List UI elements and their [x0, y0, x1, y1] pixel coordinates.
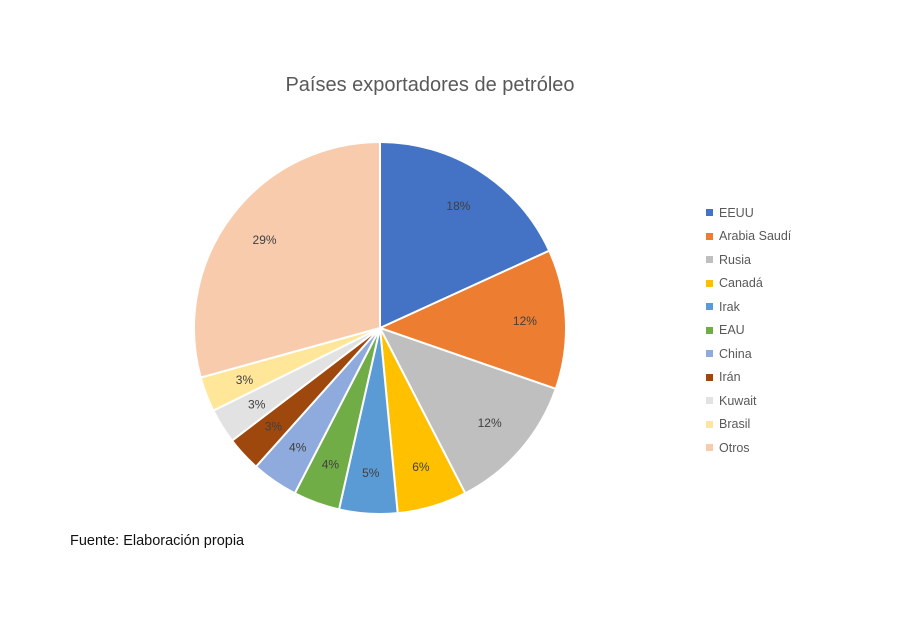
- legend-label: EEUU: [719, 205, 754, 220]
- legend-label: EAU: [719, 323, 745, 338]
- data-label-brasil: 3%: [236, 373, 254, 387]
- data-label-otros: 29%: [253, 233, 277, 247]
- legend-item-irak: Irak: [706, 295, 791, 319]
- pie-slice-eeuu: [379, 140, 551, 330]
- data-label-china: 4%: [289, 440, 307, 454]
- legend-label: Rusia: [719, 252, 751, 267]
- legend-item-china: China: [706, 342, 791, 366]
- data-label-irak: 5%: [362, 466, 380, 480]
- data-label-canada: 6%: [412, 460, 430, 474]
- chart-title: Países exportadores de petróleo: [285, 74, 575, 96]
- legend-swatch: [706, 420, 713, 428]
- data-label-iran: 3%: [265, 419, 283, 433]
- legend-swatch: [706, 256, 713, 264]
- data-label-kuwait: 3%: [248, 397, 266, 411]
- legend-item-rusia: Rusia: [706, 248, 791, 272]
- legend-label: Irak: [719, 299, 740, 314]
- data-label-eeuu: 18%: [446, 199, 470, 213]
- data-label-rusia: 12%: [478, 416, 502, 430]
- legend-item-arabia-saudi: Arabia Saudí: [706, 225, 791, 249]
- pie-slice-arabia-saudi: [377, 249, 567, 391]
- legend-item-eau: EAU: [706, 319, 791, 343]
- legend-item-brasil: Brasil: [706, 413, 791, 437]
- legend-swatch: [706, 209, 713, 217]
- legend-item-kuwait: Kuwait: [706, 389, 791, 413]
- legend-item-canada: Canadá: [706, 272, 791, 296]
- data-label-arabia-saudi: 12%: [513, 314, 537, 328]
- legend-label: Otros: [719, 440, 750, 455]
- legend-label: Kuwait: [719, 393, 757, 408]
- data-label-eau: 4%: [322, 457, 340, 471]
- legend-label: China: [719, 346, 752, 361]
- legend-item-iran: Irán: [706, 366, 791, 390]
- legend-label: Irán: [719, 370, 741, 385]
- legend-label: Arabia Saudí: [719, 229, 792, 244]
- legend-swatch: [706, 326, 713, 334]
- pie-slice-otros: [193, 140, 381, 379]
- legend-swatch: [706, 373, 713, 381]
- legend-swatch: [706, 350, 713, 358]
- legend-swatch: [706, 303, 713, 311]
- legend-swatch: [706, 444, 713, 452]
- legend-swatch: [706, 232, 713, 240]
- source-note: Fuente: Elaboración propia: [70, 533, 245, 549]
- chart-legend: EEUU Arabia Saudí Rusia Canadá Irak EAU …: [706, 201, 791, 460]
- legend-swatch: [706, 279, 713, 287]
- pie-slice-rusia: [377, 326, 558, 495]
- legend-label: Canadá: [719, 276, 763, 291]
- legend-item-otros: Otros: [706, 436, 791, 460]
- legend-label: Brasil: [719, 417, 751, 432]
- legend-item-eeuu: EEUU: [706, 201, 791, 225]
- legend-swatch: [706, 397, 713, 405]
